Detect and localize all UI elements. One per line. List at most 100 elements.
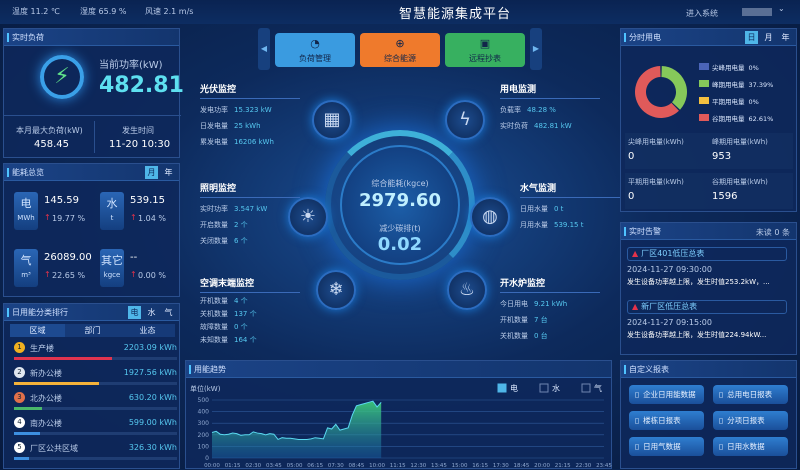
monitor-row: 开启数量 2 个: [200, 220, 300, 230]
y-tick-label: 400: [198, 409, 210, 416]
arrow-up-icon: ↑: [130, 213, 137, 222]
monitor-value: 3.547 kW: [234, 205, 268, 213]
monitor-label: 负载率: [500, 106, 521, 114]
user-name[interactable]: [742, 8, 772, 16]
legend-label: 峰期用电量: [712, 81, 745, 89]
alert-time: 2024-11-27 09:15:00: [627, 318, 712, 327]
report-button[interactable]: ▯ 楼栋日报表: [629, 411, 704, 430]
unread-count[interactable]: 未读 0 条: [755, 228, 790, 237]
x-tick-label: 16:15: [472, 463, 488, 469]
monitor-title: 开水炉监控: [500, 276, 600, 293]
trend-chart: 单位(kW) 0 100 200 300 400 500 00:00 01:15 02:30 03:…: [190, 383, 612, 469]
monitor-title: 照明监控: [200, 181, 300, 198]
x-tick-label: 22:30: [575, 463, 591, 469]
ranking-name: 新办公楼: [30, 369, 62, 378]
panel-title: 自定义报表: [621, 361, 796, 378]
tab-gas[interactable]: 气: [164, 308, 173, 317]
report-button[interactable]: ▯ 日用水数据: [713, 437, 788, 456]
energy-type-tile: 其它 kgce: [100, 249, 124, 287]
ranking-item[interactable]: 2 新办公楼 1927.56 kWh: [12, 367, 177, 389]
ranking-item[interactable]: 5 厂区公共区域 326.30 kWh: [12, 442, 177, 464]
monitor-label: 今日用电: [500, 300, 528, 308]
energy-type-name: 水: [106, 197, 118, 210]
alert-item[interactable]: ▲ 厂区401低压总表: [627, 247, 787, 261]
document-icon: ▯: [635, 390, 640, 399]
tab-day[interactable]: 日: [745, 31, 758, 44]
ranking-value: 1927.56 kWh: [123, 368, 177, 377]
monitor-value: 48.28 %: [527, 106, 556, 114]
ranking-item[interactable]: 4 南办公楼 599.00 kWh: [12, 417, 177, 439]
rank-badge: 5: [14, 442, 25, 453]
energy-type-name: 气: [20, 254, 32, 267]
legend-label: 谷期用电量: [712, 115, 745, 123]
legend-checkbox[interactable]: [581, 383, 591, 393]
energy-unit: m³: [21, 271, 31, 279]
report-button[interactable]: ▯ 分项日报表: [713, 411, 788, 430]
monitor-label: 关机数量: [200, 310, 228, 318]
legend-item: 峰期用电量 37.39%: [699, 79, 773, 89]
monitor-row: 实时负荷 482.81 kW: [500, 121, 600, 131]
enter-system-link[interactable]: 进入系统: [686, 9, 718, 18]
ac-monitor: 空调末端监控 开机数量 4 个关机数量 137 个故障数量 0 个未知数量 164 个: [200, 276, 300, 345]
change-percent: 1.04 %: [138, 214, 166, 223]
panel-title: 能耗总览: [4, 164, 179, 181]
tou-stat-label: 平期用电量(kWh): [628, 178, 684, 186]
monitor-value: 137 个: [234, 310, 257, 318]
tab-year[interactable]: 年: [164, 168, 173, 177]
legend-checkbox[interactable]: [539, 383, 549, 393]
occur-time-value: 11-20 10:30: [109, 139, 171, 150]
tou-stat: 尖峰用电量(kWh) 0: [625, 133, 709, 169]
nav-button[interactable]: ▣ 远程抄表: [445, 33, 525, 67]
ranking-bar: [14, 357, 177, 360]
tab-month[interactable]: 月: [764, 33, 773, 42]
ranking-item[interactable]: 3 北办公楼 630.20 kWh: [12, 392, 177, 414]
lightbulb-icon: ☀: [288, 197, 328, 237]
legend-percent: 0%: [748, 64, 759, 72]
rank-badge: 4: [14, 417, 25, 428]
rank-badge: 2: [14, 367, 25, 378]
rank-badge: 3: [14, 392, 25, 403]
legend-item: 尖峰用电量 0%: [699, 62, 759, 72]
donut-slice: [635, 66, 679, 118]
legend-checkbox[interactable]: [497, 383, 507, 393]
arrow-up-icon: ↑: [44, 213, 51, 222]
nav-prev-arrow[interactable]: ◀: [258, 28, 270, 70]
panel-title: 实时告警: [621, 223, 796, 240]
light-monitor: 照明监控 实时功率 3.547 kW 开启数量 2 个关闭数量 6 个: [200, 181, 300, 246]
report-button[interactable]: ▯ 企业日用能数据: [629, 385, 704, 404]
tab-electric[interactable]: 电: [128, 306, 141, 319]
legend-label: 尖峰用电量: [712, 64, 745, 72]
alert-item[interactable]: ▲ 新厂区低压总表: [627, 300, 787, 314]
tab-month[interactable]: 月: [145, 166, 158, 179]
subtab-area[interactable]: 区域: [10, 324, 65, 337]
y-tick-label: 500: [198, 397, 210, 404]
wind-speed: 风速 2.1 m/s: [145, 7, 194, 16]
monitor-label: 未知数量: [200, 336, 228, 344]
nav-next-arrow[interactable]: ▶: [530, 28, 542, 70]
subtab-business[interactable]: 业态: [139, 326, 156, 335]
time-of-use-panel: 分时用电 日月年 尖峰用电量 0% 峰期用电量 37.39% 平期用电量 0% 谷期用电量 6…: [620, 28, 797, 212]
energy-trend-panel: 用能趋势 单位(kW) 0 100 200 300 400 500 00:00 01:15 02:…: [185, 360, 612, 469]
subtab-department[interactable]: 部门: [84, 326, 101, 335]
carbon-reduction-value: 0.02: [377, 234, 423, 255]
donut-slice: [661, 66, 687, 110]
chevron-down-icon[interactable]: ⌄: [778, 4, 785, 13]
boiler-icon: ♨: [447, 270, 487, 310]
monitor-value: 0 t: [554, 205, 564, 213]
legend-percent: 37.39%: [748, 81, 774, 89]
ranking-item[interactable]: 1 生产楼 2203.09 kWh: [12, 342, 177, 364]
tab-year[interactable]: 年: [781, 33, 790, 42]
page-title: 智慧能源集成平台: [398, 7, 511, 22]
nav-button[interactable]: ◔ 负荷管理: [275, 33, 355, 67]
report-button[interactable]: ▯ 日用气数据: [629, 437, 704, 456]
tab-water[interactable]: 水: [147, 308, 156, 317]
monitor-label: 关闭数量: [200, 237, 228, 245]
x-tick-label: 18:45: [514, 463, 530, 469]
x-tick-label: 07:30: [328, 463, 344, 469]
x-tick-label: 08:45: [348, 463, 364, 469]
x-tick-label: 03:45: [266, 463, 282, 469]
report-button[interactable]: ▯ 总用电日报表: [713, 385, 788, 404]
nav-button[interactable]: ⊕ 综合能源: [360, 33, 440, 67]
document-icon: ▯: [719, 442, 724, 451]
